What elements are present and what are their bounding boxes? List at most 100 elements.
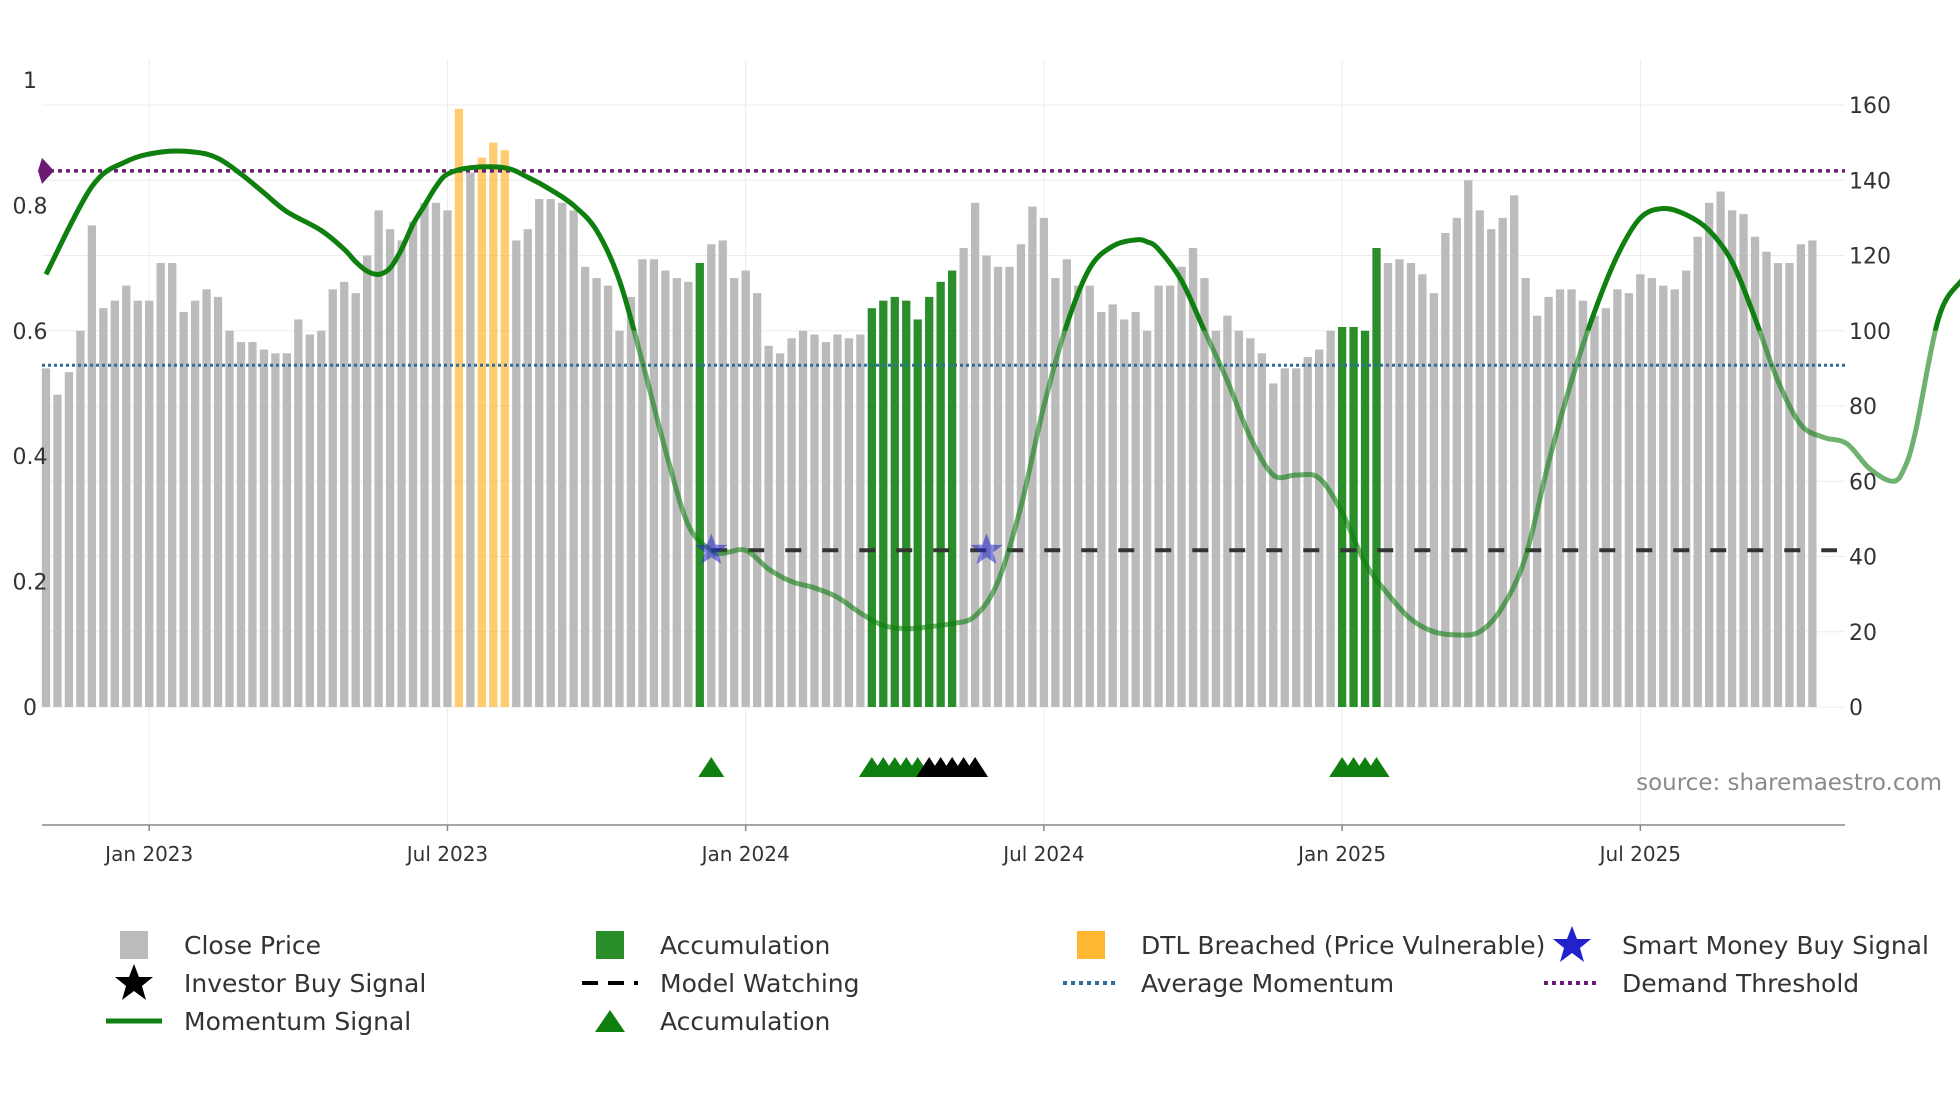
close-price-bar	[1039, 217, 1049, 707]
close-price-bar	[580, 266, 590, 707]
accumulation-triangle	[1363, 757, 1390, 777]
close-price-bar	[844, 338, 854, 707]
close-price-bar	[1567, 289, 1576, 707]
close-price-bar	[305, 334, 314, 707]
close-price-bar	[775, 353, 785, 707]
accumulation-bar	[1360, 330, 1370, 707]
close-price-bar	[684, 281, 693, 707]
close-price-bar	[420, 202, 429, 707]
close-price-bar	[110, 300, 119, 707]
close-price-bar	[1085, 285, 1094, 707]
accumulation-bar	[947, 270, 957, 707]
close-price-bar	[1624, 293, 1634, 707]
accumulation-bar	[913, 319, 922, 707]
close-price-bar	[408, 221, 418, 707]
smart-money-star	[695, 533, 728, 564]
right-tick-label: 60	[1849, 470, 1877, 495]
close-price-bar	[1647, 278, 1656, 707]
close-price-bar	[1292, 368, 1301, 707]
close-price-bar	[1808, 240, 1817, 707]
close-price-bar	[638, 259, 647, 707]
close-price-bar	[764, 345, 773, 707]
close-price-bar	[741, 270, 750, 707]
smart-money-star	[970, 533, 1003, 564]
close-price-bar	[558, 202, 567, 707]
close-price-bar	[993, 266, 1003, 707]
close-price-bar	[1005, 266, 1014, 707]
demand-threshold-marker	[38, 157, 54, 184]
close-price-bar	[603, 285, 613, 707]
close-price-bar	[271, 353, 280, 707]
axes: Jan 2023 Jul 2023 Jan 2024 Jul 2024 Jan 2025…	[13, 69, 1892, 866]
close-price-bar	[569, 210, 578, 707]
close-price-bar	[1670, 289, 1679, 707]
close-price-bar	[1016, 244, 1026, 707]
right-tick-label: 100	[1849, 320, 1891, 345]
close-price-bar	[385, 229, 395, 707]
close-price-bar	[1280, 368, 1289, 707]
close-price-bar	[168, 263, 177, 707]
close-price-bar	[1383, 263, 1393, 707]
x-tick-label: Jan 2025	[1296, 842, 1386, 866]
x-tick-label: Jan 2024	[700, 842, 790, 866]
close-price-bar	[626, 296, 636, 707]
close-price-bar	[707, 244, 716, 707]
left-tick-label: 0.6	[13, 320, 48, 345]
close-price-bar	[718, 240, 727, 707]
close-price-bar	[1418, 274, 1427, 707]
close-price-bar	[959, 247, 968, 707]
close-price-bar	[1257, 353, 1266, 707]
dtl-breached-bar	[500, 150, 509, 707]
close-price-bar	[1223, 315, 1232, 707]
close-price-bar	[1246, 338, 1255, 707]
close-price-bar	[466, 172, 475, 708]
close-price-bar	[1578, 300, 1588, 707]
accumulation-bar	[936, 281, 945, 707]
close-price-bar	[1154, 285, 1163, 707]
close-price-bar	[1074, 285, 1083, 707]
close-price-bar	[856, 334, 865, 707]
close-price-bar	[1521, 278, 1530, 707]
x-tick-label: Jul 2023	[405, 842, 488, 866]
close-price-bar	[1315, 349, 1324, 707]
accumulation-bar	[1349, 326, 1358, 707]
close-price-bar	[202, 289, 211, 707]
close-price-bar	[1131, 311, 1140, 707]
x-tick-label: Jan 2023	[103, 842, 193, 866]
close-price-bar	[1120, 319, 1129, 707]
close-price-bar	[730, 278, 739, 707]
left-tick-label: 0.2	[13, 571, 48, 596]
close-price-bar	[821, 342, 831, 707]
signal-lines	[38, 148, 1960, 638]
close-price-bar	[99, 308, 108, 707]
close-price-bar	[661, 270, 670, 707]
right-tick-label: 120	[1849, 245, 1891, 270]
close-price-bar	[1785, 263, 1794, 707]
accumulation-bar	[695, 263, 704, 707]
close-price-bar	[798, 330, 808, 707]
close-price-bar	[1142, 330, 1152, 707]
close-price-bar	[328, 289, 337, 707]
close-price-bar	[1659, 285, 1668, 707]
close-price-bar	[1510, 195, 1519, 708]
close-price-bar	[752, 293, 762, 707]
close-price-bar	[1108, 304, 1117, 707]
close-price-bar	[1395, 259, 1404, 707]
close-price-bar	[1429, 293, 1439, 707]
close-price-bar	[1464, 180, 1473, 707]
close-price-bar	[317, 330, 326, 707]
left-tick-label: 1	[23, 69, 37, 94]
close-price-bar	[431, 202, 441, 707]
close-price-bar	[53, 394, 62, 707]
close-price-bar	[64, 372, 74, 707]
close-price-bar	[1796, 244, 1806, 707]
right-tick-label: 40	[1849, 546, 1877, 571]
close-price-bar	[1590, 315, 1599, 707]
accumulation-bar	[867, 308, 876, 707]
x-tick-label: Jul 2024	[1001, 842, 1084, 866]
close-price-bar	[76, 330, 85, 707]
close-price-bar	[1062, 259, 1071, 707]
close-price-bar	[1441, 232, 1450, 708]
